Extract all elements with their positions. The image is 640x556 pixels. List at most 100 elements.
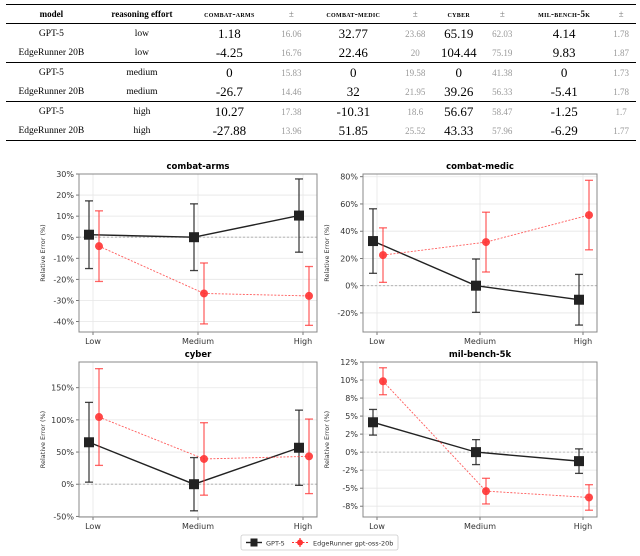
y-tick-label: -8% xyxy=(342,502,358,511)
chart-title: combat-medic xyxy=(446,162,514,172)
y-tick-label: 100% xyxy=(51,416,74,425)
x-tick-label: High xyxy=(294,522,312,531)
cell-model: EdgeRunner 20B xyxy=(6,43,97,63)
y-tick-label: 0% xyxy=(345,448,358,457)
plot-frame xyxy=(362,173,598,333)
header-combat-arms: combat-arms xyxy=(187,4,272,24)
data-point-edgerunner xyxy=(200,289,208,298)
cell-combat-medic-pm: 20 xyxy=(395,43,435,63)
header-mil-bench: mil-bench-5k xyxy=(522,4,607,24)
y-tick-label: 30% xyxy=(56,170,74,179)
cell-mil-bench-pm: 1.78 xyxy=(606,82,636,102)
cell-cyber-pm: 62.03 xyxy=(492,28,513,39)
x-tick-label: Medium xyxy=(464,337,496,346)
cell-combat-medic-pm: 18.6 xyxy=(407,106,424,117)
cell-effort: medium xyxy=(126,67,158,78)
cell-combat-arms: -26.7 xyxy=(187,82,272,102)
y-tick-label: 60% xyxy=(340,200,358,209)
cell-combat-medic: 32.77 xyxy=(338,25,368,41)
data-point-edgerunner xyxy=(305,291,313,300)
cell-combat-medic: 32 xyxy=(311,82,396,102)
y-tick-label: 20% xyxy=(340,254,358,263)
table-row: EdgeRunner 20B low -4.25 16.76 22.46 20 104.44… xyxy=(6,43,636,63)
legend-label-gpt5: GPT-5 xyxy=(266,540,285,548)
cell-combat-arms: 0 xyxy=(226,64,233,80)
y-tick-label: -50% xyxy=(53,512,74,521)
cell-combat-arms-pm: 14.46 xyxy=(271,82,312,102)
header-combat-medic: combat-medic xyxy=(311,4,396,24)
cell-effort: low xyxy=(96,43,188,63)
y-tick-label: -20% xyxy=(53,275,74,284)
data-point-gpt5 xyxy=(471,280,481,291)
header-mil-bench-pm: ± xyxy=(606,4,636,24)
data-point-gpt5 xyxy=(368,236,378,247)
x-tick-label: Medium xyxy=(182,337,214,346)
cell-model: GPT-5 xyxy=(38,28,64,39)
data-point-gpt5 xyxy=(471,447,481,458)
y-tick-label: 5% xyxy=(345,412,358,421)
cell-mil-bench-pm: 1.87 xyxy=(606,43,636,63)
data-point-gpt5 xyxy=(84,229,94,240)
data-point-edgerunner xyxy=(379,377,387,386)
cell-effort: low xyxy=(134,28,150,39)
results-table: model reasoning effort combat-arms ± com… xyxy=(6,4,636,141)
plot-frame xyxy=(362,361,598,518)
cell-cyber: 43.33 xyxy=(434,121,483,141)
x-tick-label: High xyxy=(294,337,312,346)
chart-panel-cyber: 150% 100% 50% 0% -50% Low Medium High cyber Relat… xyxy=(39,350,318,531)
data-point-gpt5 xyxy=(84,437,94,448)
x-tick-label: Medium xyxy=(464,522,496,531)
cell-mil-bench: 0 xyxy=(560,64,568,80)
cell-cyber-pm: 41.38 xyxy=(492,67,513,78)
chart-panel-combat-medic: 80% 60% 40% 20% 0% -20% Low Medium High combat-me… xyxy=(323,162,598,346)
y-tick-label: 20% xyxy=(56,191,74,200)
cell-effort: high xyxy=(133,106,151,117)
y-tick-label: 80% xyxy=(340,173,358,182)
plot-frame xyxy=(78,173,318,333)
data-point-edgerunner xyxy=(585,493,593,502)
cell-combat-medic: 51.85 xyxy=(311,121,396,141)
y-tick-label: 0% xyxy=(345,282,358,291)
y-axis-label: Relative Error (%) xyxy=(323,224,331,281)
x-tick-label: Low xyxy=(85,337,101,346)
cell-cyber-pm: 56.33 xyxy=(482,82,523,102)
legend-gpt5-marker-icon xyxy=(250,538,258,547)
cell-mil-bench: -1.25 xyxy=(550,103,578,119)
x-tick-label: High xyxy=(574,522,592,531)
y-tick-label: 40% xyxy=(340,227,358,236)
y-axis-label: Relative Error (%) xyxy=(39,224,47,281)
cell-combat-medic: 22.46 xyxy=(311,43,396,63)
cell-combat-arms-pm: 13.96 xyxy=(271,121,312,141)
y-tick-label: 8% xyxy=(345,394,358,403)
cell-mil-bench: -5.41 xyxy=(522,82,607,102)
legend-box xyxy=(240,534,399,551)
y-tick-label: 0% xyxy=(61,233,74,242)
data-point-gpt5 xyxy=(368,417,378,428)
data-point-edgerunner xyxy=(95,413,103,422)
cell-mil-bench-pm: 1.73 xyxy=(613,67,630,78)
cell-cyber: 0 xyxy=(455,64,463,80)
data-point-edgerunner xyxy=(585,211,593,220)
data-point-gpt5 xyxy=(574,294,584,305)
y-tick-label: -20% xyxy=(337,309,358,318)
table-body: GPT-5 low 1.18 16.06 32.77 23.68 65.19 62.03 4.1… xyxy=(6,24,636,141)
y-tick-label: -5% xyxy=(342,484,358,493)
y-axis-label: Relative Error (%) xyxy=(323,411,331,468)
y-tick-label: -10% xyxy=(53,254,74,263)
table-row: GPT-5 medium 0 15.83 0 19.58 0 41.38 0 1.73 xyxy=(6,63,636,83)
legend-label-edgerunner: EdgeRunner gpt-oss-20b xyxy=(313,540,393,548)
x-tick-label: Low xyxy=(85,522,101,531)
header-cyber-pm: ± xyxy=(482,4,523,24)
header-combat-arms-pm: ± xyxy=(271,4,312,24)
data-point-edgerunner xyxy=(200,454,208,463)
chart-title: cyber xyxy=(185,350,212,360)
table-row: EdgeRunner 20B high -27.88 13.96 51.85 25.52 4… xyxy=(6,121,636,141)
y-tick-label: -30% xyxy=(53,296,74,305)
cell-combat-arms: -27.88 xyxy=(187,121,272,141)
cell-combat-arms-pm: 16.06 xyxy=(281,28,302,39)
data-point-edgerunner xyxy=(482,487,490,496)
cell-cyber: 39.26 xyxy=(434,82,483,102)
cell-cyber-pm: 58.47 xyxy=(492,106,513,117)
cell-mil-bench: -6.29 xyxy=(522,121,607,141)
header-model: model xyxy=(6,4,97,24)
